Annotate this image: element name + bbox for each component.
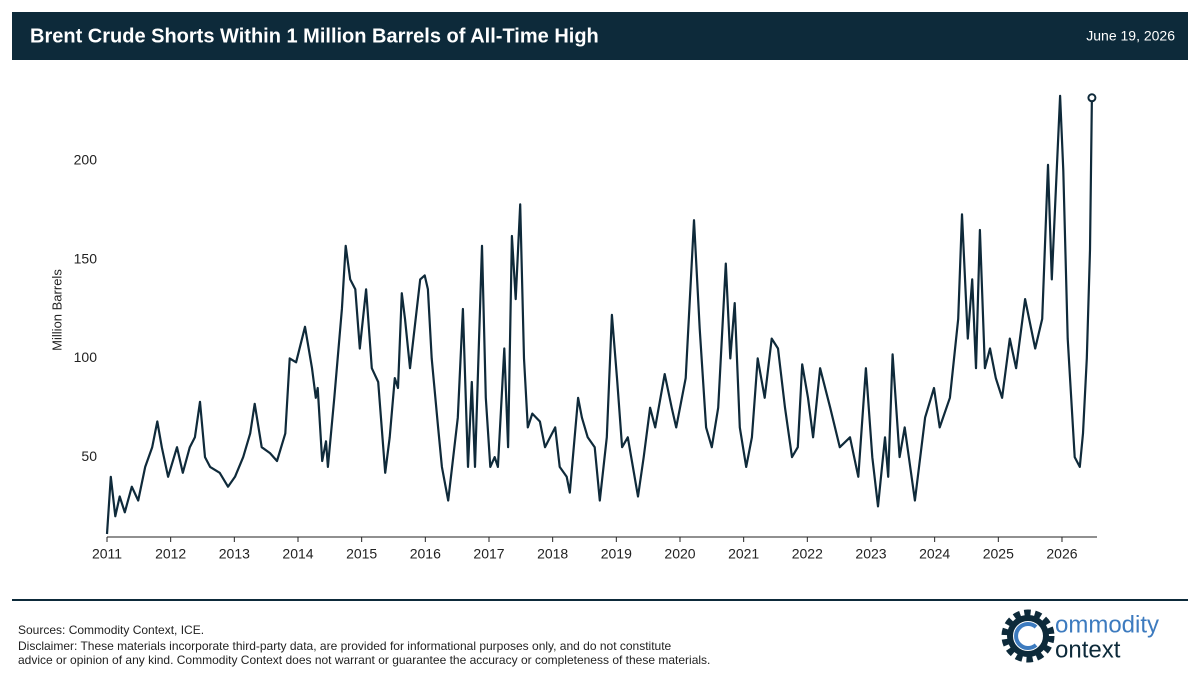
x-tick-label: 2013: [219, 546, 250, 562]
x-tick-label: 2014: [282, 546, 313, 562]
last-point-marker: [1087, 93, 1097, 103]
y-tick-label: 150: [74, 250, 98, 266]
x-tick-label: 2012: [155, 546, 186, 562]
x-tick-label: 2011: [92, 546, 122, 562]
sources: Sources: Commodity Context, ICE.: [18, 623, 204, 637]
x-tick-label: 2025: [983, 546, 1014, 562]
x-tick-label: 2026: [1046, 546, 1077, 562]
x-tick-label: 2021: [728, 546, 759, 562]
disclaimer: Disclaimer: These materials incorporate …: [18, 639, 672, 653]
x-tick-label: 2018: [537, 546, 568, 562]
x-tick-label: 2016: [410, 546, 441, 562]
y-tick-label: 50: [81, 448, 97, 464]
x-tick-label: 2020: [664, 546, 695, 562]
title: Brent Crude Shorts Within 1 Million Barr…: [30, 25, 599, 47]
logo-text: ommodity: [1055, 611, 1159, 638]
x-tick-label: 2017: [473, 546, 504, 562]
disclaimer: advice or opinion of any kind. Commodity…: [18, 653, 710, 667]
logo-gear: [1001, 609, 1055, 663]
y-axis-label: Million Barrels: [49, 269, 64, 351]
x-tick-label: 2022: [792, 546, 823, 562]
logo-text: ontext: [1055, 636, 1121, 663]
header-bar: [12, 12, 1188, 60]
date: June 19, 2026: [1086, 28, 1175, 44]
x-tick-label: 2019: [601, 546, 632, 562]
y-tick-label: 200: [74, 152, 98, 168]
x-tick-label: 2015: [346, 546, 377, 562]
x-tick-label: 2024: [919, 546, 950, 562]
x-tick-label: 2023: [855, 546, 886, 562]
line-series: [105, 94, 1093, 535]
y-tick-label: 100: [74, 349, 98, 365]
